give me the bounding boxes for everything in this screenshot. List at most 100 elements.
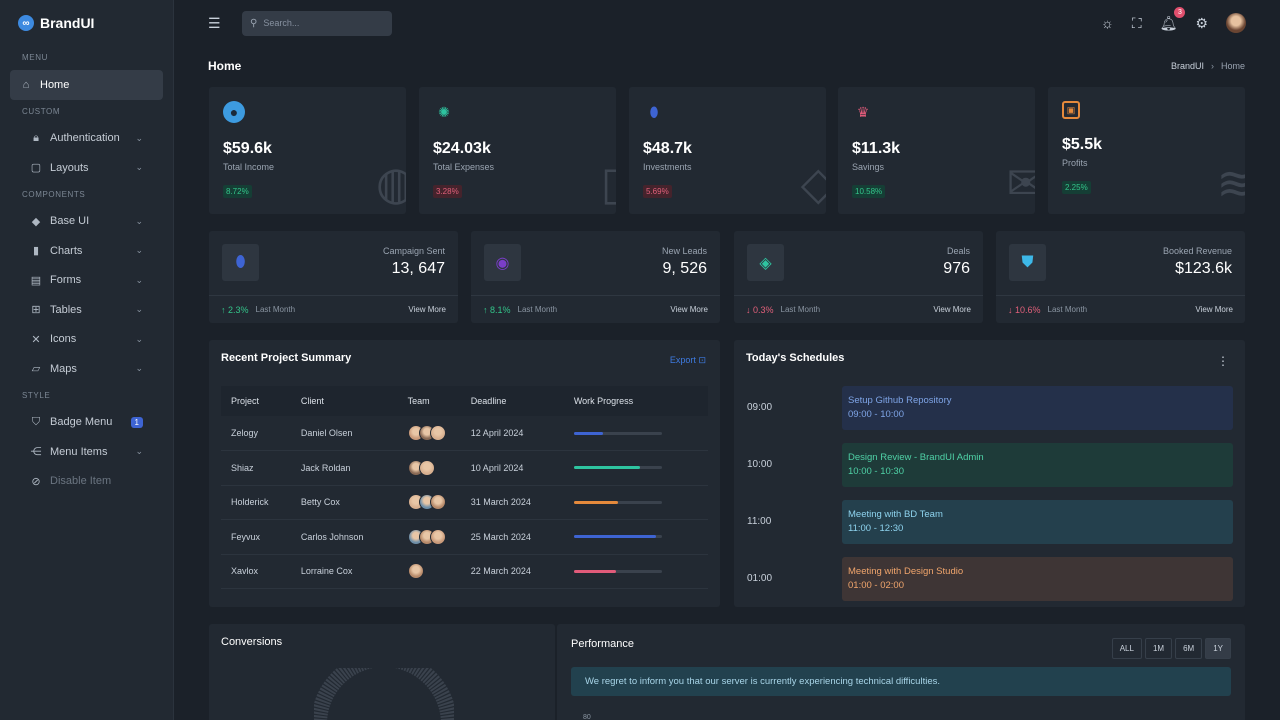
- hamburger-menu-icon[interactable]: ☰: [208, 14, 221, 31]
- client-name: Betty Cox: [290, 485, 398, 520]
- view-more-link[interactable]: View More: [933, 305, 971, 314]
- sidebar: ∞ BrandUI MENU ⌂ Home CUSTOM 🔒︎ Authenti…: [0, 0, 174, 720]
- sidebar-item-icons[interactable]: ✕ Icons ⌄: [10, 325, 163, 355]
- sidebar-item-base-ui[interactable]: ◆ Base UI ⌄: [10, 207, 163, 237]
- progress-cell: [563, 485, 708, 520]
- schedule-time: 09:00: [747, 402, 773, 413]
- sidebar-item-layouts[interactable]: ▢ Layouts ⌄: [10, 153, 163, 183]
- view-more-link[interactable]: View More: [1195, 305, 1233, 314]
- stack-icon: ◈: [747, 244, 784, 281]
- schedule-row: 01:00 Meeting with Design Studio 01:00 -…: [746, 550, 1233, 607]
- sidebar-item-tables[interactable]: ⊞ Tables ⌄: [10, 295, 163, 325]
- kpi-label: New Leads: [661, 246, 707, 256]
- column-header: Client: [290, 386, 398, 416]
- table-row[interactable]: Shiaz Jack Roldan 10 April 2024: [221, 450, 708, 486]
- tab-1m[interactable]: 1M: [1144, 638, 1173, 659]
- shield-icon: ⛊: [1009, 244, 1046, 281]
- spinner-icon: ✺: [438, 103, 450, 120]
- schedule-event[interactable]: Meeting with Design Studio 01:00 - 02:00: [842, 556, 1233, 601]
- schedule-event[interactable]: Setup Github Repository 09:00 - 10:00: [842, 385, 1233, 430]
- sidebar-item-maps[interactable]: ▱ Maps ⌄: [10, 354, 163, 384]
- topbar-actions: ☼ ⛶ 🔔︎ 3 ⚙: [1101, 6, 1246, 33]
- stat-percent: 2.25%: [1062, 181, 1091, 194]
- projects-table: Project Client Team Deadline Work Progre…: [221, 386, 708, 589]
- event-time-range: 09:00 - 10:00: [848, 408, 904, 420]
- schedule-row: 09:00 Setup Github Repository 09:00 - 10…: [746, 379, 1233, 436]
- fullscreen-icon[interactable]: ⛶: [1131, 14, 1142, 31]
- stat-label: Total Income: [223, 162, 275, 172]
- brand[interactable]: ∞ BrandUI: [0, 0, 173, 46]
- sidebar-item-label: Layouts: [50, 161, 89, 174]
- kpi-label: Campaign Sent: [382, 246, 445, 256]
- table-row[interactable]: Holderick Betty Cox 31 March 2024: [221, 485, 708, 520]
- progress-bar: [573, 535, 662, 539]
- progress-fill: [573, 500, 618, 504]
- chevron-down-icon: ⌄: [135, 446, 143, 457]
- breadcrumb-link[interactable]: BrandUI: [1170, 61, 1204, 71]
- avatar[interactable]: [1226, 13, 1246, 33]
- section-menu: MENU: [22, 53, 48, 62]
- progress-bar: [573, 466, 662, 470]
- hand-coin-icon: ✉: [1006, 157, 1035, 209]
- team-cell: [397, 416, 461, 451]
- progress-bar: [573, 431, 662, 435]
- client-name: Lorraine Cox: [290, 554, 398, 589]
- conversions-card: Conversions: [209, 624, 555, 720]
- section-style: STYLE: [22, 390, 51, 400]
- drop-icon: ⬮: [222, 244, 259, 281]
- sidebar-item-label: Menu Items: [50, 445, 108, 458]
- tab-6m[interactable]: 6M: [1175, 638, 1203, 659]
- deadline: 10 April 2024: [460, 450, 564, 486]
- event-time-range: 10:00 - 10:30: [848, 465, 904, 477]
- sidebar-item-authentication[interactable]: 🔒︎ Authentication ⌄: [10, 124, 163, 154]
- layers-icon: ≋: [1216, 157, 1245, 209]
- event-time-range: 01:00 - 02:00: [848, 579, 904, 591]
- tab-all[interactable]: ALL: [1111, 638, 1142, 659]
- conversion-gauge: [314, 668, 454, 720]
- table-icon: ⊞: [31, 304, 41, 317]
- progress-fill: [573, 431, 603, 435]
- kpi-card-leads: ◉ New Leads 9, 526 ↑ 8.1% Last Month Vie…: [471, 231, 720, 323]
- export-button[interactable]: Export ⊡: [670, 355, 706, 366]
- view-more-link[interactable]: View More: [408, 305, 446, 314]
- search-input[interactable]: [263, 18, 374, 28]
- kpi-value: 9, 526: [662, 260, 707, 277]
- brand-logo-icon: ∞: [18, 15, 34, 31]
- deadline: 22 March 2024: [460, 554, 564, 589]
- view-more-link[interactable]: View More: [670, 305, 708, 314]
- table-row[interactable]: Zelogy Daniel Olsen 12 April 2024: [221, 416, 708, 451]
- sidebar-item-menu-items[interactable]: ⋲ Menu Items ⌄: [10, 437, 163, 467]
- theme-toggle-icon[interactable]: ☼: [1101, 15, 1114, 31]
- more-options-icon[interactable]: ⋮: [1217, 354, 1229, 368]
- progress-bar: [573, 569, 662, 573]
- table-row[interactable]: Feyvux Carlos Johnson 25 March 2024: [221, 519, 708, 555]
- card-title: Performance: [571, 638, 634, 650]
- sidebar-item-label: Charts: [50, 244, 83, 257]
- disabled-icon: ⊘: [31, 475, 41, 488]
- brand-name: BrandUI: [40, 15, 95, 31]
- table-row[interactable]: Xavlox Lorraine Cox 22 March 2024: [221, 554, 708, 589]
- stat-card-income: ● $59.6k Total Income 8.72% ◍: [209, 87, 406, 214]
- sidebar-item-home[interactable]: ⌂ Home: [10, 70, 163, 100]
- map-icon: ▱: [31, 363, 41, 376]
- column-header: Deadline: [460, 386, 564, 416]
- sidebar-item-label: Icons: [50, 333, 77, 346]
- stat-value: $48.7k: [643, 140, 692, 157]
- sidebar-item-label: Badge Menu: [50, 416, 113, 429]
- schedule-event[interactable]: Meeting with BD Team 11:00 - 12:30: [842, 499, 1233, 544]
- kpi-value: $123.6k: [1175, 260, 1232, 277]
- deadline: 25 March 2024: [460, 519, 564, 555]
- sidebar-item-charts[interactable]: ▮ Charts ⌄: [10, 236, 163, 266]
- sidebar-item-forms[interactable]: ▤ Forms ⌄: [10, 266, 163, 296]
- schedule-event[interactable]: Design Review - BrandUI Admin 10:00 - 10…: [842, 442, 1233, 487]
- chevron-down-icon: ⌄: [135, 215, 143, 226]
- axis-tick-label: 80: [583, 714, 591, 720]
- search-box[interactable]: ⚲: [242, 10, 392, 36]
- sidebar-item-badge-menu[interactable]: ⛉ Badge Menu 1: [10, 408, 163, 438]
- notification-bell-icon[interactable]: 🔔︎ 3: [1160, 6, 1186, 32]
- settings-gear-icon[interactable]: ⚙: [1195, 14, 1208, 31]
- breadcrumb: BrandUI › Home: [1171, 61, 1245, 71]
- tab-1y[interactable]: 1Y: [1205, 638, 1231, 659]
- project-name: Zelogy: [221, 416, 291, 451]
- share-icon: ⋲: [30, 446, 42, 459]
